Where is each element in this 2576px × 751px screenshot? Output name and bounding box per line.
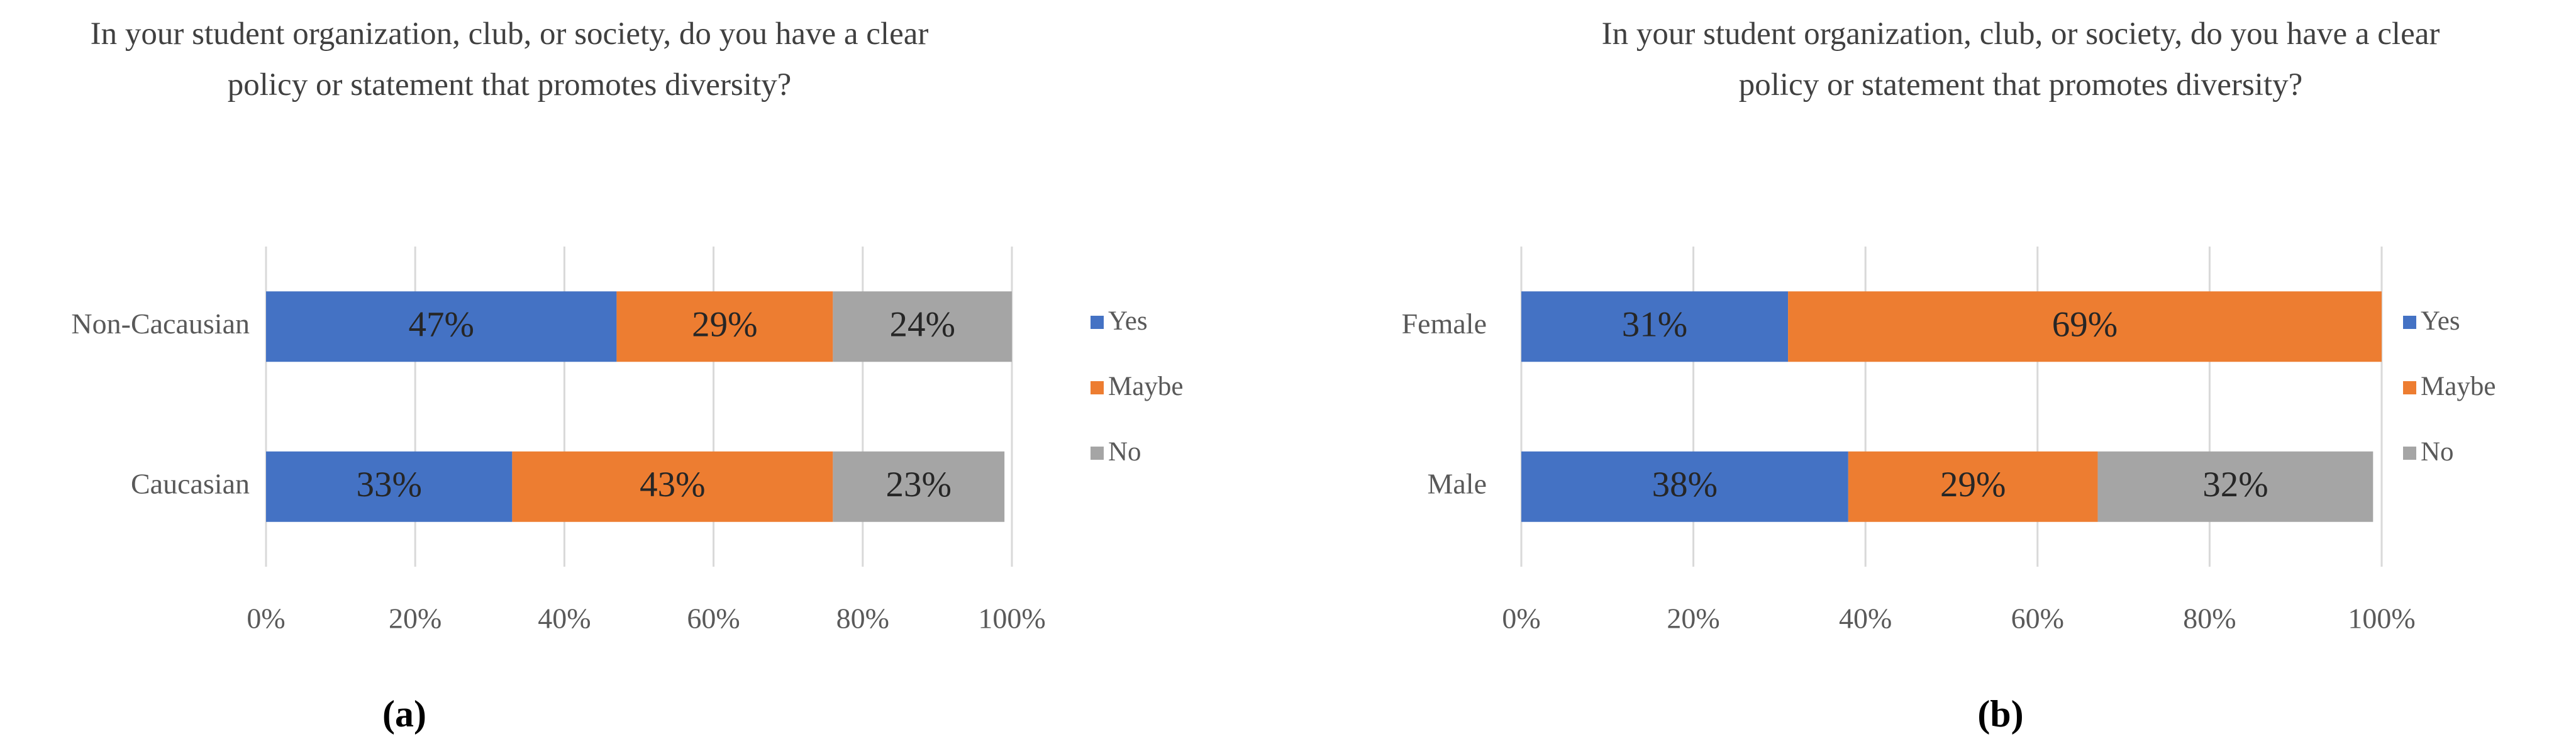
bar-segment [2097, 451, 2373, 522]
data-label: 29% [1940, 465, 2006, 504]
legend-label: No [2421, 437, 2454, 467]
legend-swatch [1091, 447, 1104, 460]
x-tick-label: 60% [687, 603, 740, 635]
caption: (a) [382, 693, 426, 735]
data-label: 32% [2202, 465, 2268, 504]
legend-label: Yes [1108, 306, 1148, 336]
data-label: 38% [1652, 465, 1718, 504]
bar-segment [1521, 451, 1848, 522]
legend-swatch [2403, 447, 2416, 460]
data-label: 69% [2052, 304, 2118, 344]
x-tick-label: 20% [389, 603, 441, 635]
bar-segment [833, 451, 1005, 522]
x-tick-label: 80% [836, 603, 889, 635]
x-tick-label: 40% [538, 603, 591, 635]
x-tick-label: 60% [2011, 603, 2064, 635]
data-label: 33% [356, 465, 421, 504]
x-tick-label: 20% [1667, 603, 1719, 635]
data-label: 31% [1622, 304, 1687, 344]
x-tick-label: 40% [1839, 603, 1892, 635]
x-tick-label: 80% [2183, 603, 2236, 635]
data-label: 23% [886, 465, 952, 504]
legend-swatch [1091, 316, 1104, 329]
y-tick-label: Caucasian [131, 467, 250, 499]
bar-segment [266, 291, 617, 362]
legend-label: No [1108, 437, 1141, 467]
bar-segment [1788, 291, 2382, 362]
bar-segment [1521, 291, 1789, 362]
legend-swatch [1091, 381, 1104, 394]
x-tick-label: 100% [978, 603, 1045, 635]
y-tick-label: Female [1402, 308, 1487, 340]
bar-segment [616, 291, 833, 362]
data-label: 43% [640, 465, 705, 504]
x-tick-label: 0% [247, 603, 285, 635]
legend-label: Maybe [1108, 372, 1183, 401]
caption: (b) [1977, 693, 2023, 735]
bar-segment [266, 451, 513, 522]
x-tick-label: 100% [2348, 603, 2415, 635]
bar-segment [1848, 451, 2098, 522]
legend-swatch [2403, 381, 2416, 394]
bar-segment [833, 291, 1012, 362]
legend-label: Maybe [2421, 372, 2496, 401]
data-label: 29% [692, 304, 757, 344]
bar-segment [512, 451, 833, 522]
chart-title: In your student organization, club, or s… [90, 16, 929, 103]
data-label: 24% [889, 304, 955, 344]
y-tick-label: Male [1427, 467, 1487, 499]
legend-label: Yes [2421, 306, 2460, 336]
y-tick-label: Non-Cacausian [71, 308, 250, 340]
x-tick-label: 0% [1502, 603, 1540, 635]
chart-title: In your student organization, club, or s… [1601, 16, 2440, 103]
data-label: 47% [408, 304, 474, 344]
legend-swatch [2403, 316, 2416, 329]
